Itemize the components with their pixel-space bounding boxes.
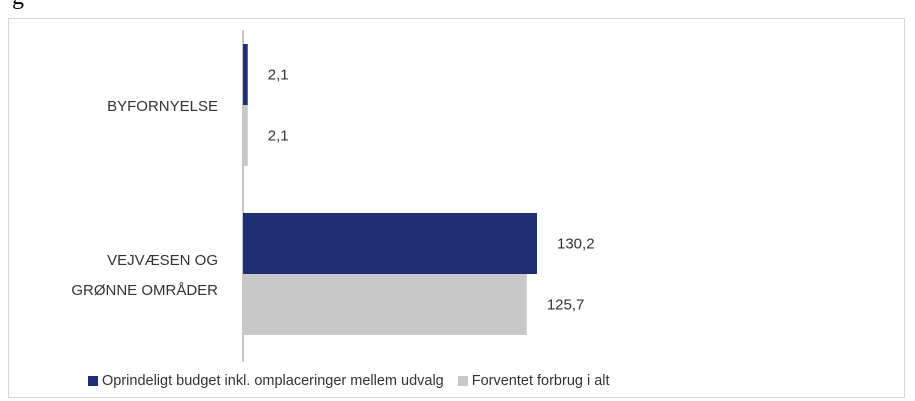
data-label-forbrug-0: 2,1 — [268, 128, 289, 145]
chart-legend: Oprindeligt budget inkl. omplaceringer m… — [88, 370, 624, 392]
legend-label-budget: Oprindeligt budget inkl. omplaceringer m… — [102, 373, 444, 389]
legend-swatch-budget — [88, 376, 98, 386]
data-label-budget-1: 130,2 — [557, 236, 595, 253]
data-label-forbrug-1: 125,7 — [547, 297, 585, 314]
bar-budget-0 — [243, 44, 248, 105]
chart-caption: g — [12, 0, 912, 14]
chart-frame — [8, 18, 905, 398]
legend-label-forbrug: Forventet forbrug i alt — [471, 373, 610, 389]
legend-item-forbrug: Forventet forbrug i alt — [457, 373, 610, 389]
legend-swatch-forbrug — [457, 376, 468, 386]
category-label-1-0: VEJVÆSEN OG — [107, 252, 218, 269]
bar-forbrug-1 — [243, 274, 527, 335]
bar-budget-1 — [243, 213, 537, 274]
bar-forbrug-0 — [243, 105, 248, 166]
legend-item-budget: Oprindeligt budget inkl. omplaceringer m… — [88, 373, 444, 389]
category-label-1-1: GRØNNE OMRÅDER — [71, 282, 218, 299]
category-label-0-0: BYFORNYELSE — [107, 98, 218, 115]
data-label-budget-0: 2,1 — [268, 67, 289, 84]
